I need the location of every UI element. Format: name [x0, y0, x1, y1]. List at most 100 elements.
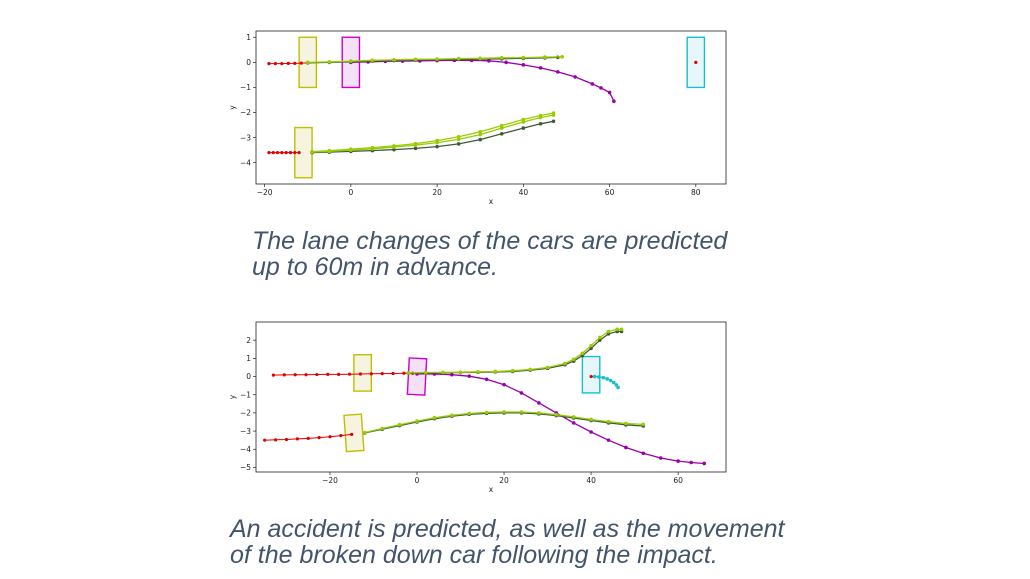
x-tick-label: 80 — [691, 188, 701, 197]
prediction-point — [499, 126, 504, 130]
prediction-point — [397, 422, 402, 427]
prediction-point — [467, 374, 472, 378]
history-point — [286, 61, 290, 65]
prediction-point — [499, 132, 504, 136]
prediction-point — [476, 370, 480, 374]
prediction-point — [589, 417, 593, 422]
prediction-point — [456, 137, 461, 142]
prediction-point — [450, 372, 454, 377]
plot-frame — [255, 321, 727, 473]
prediction-point — [362, 430, 367, 435]
prediction-point — [619, 327, 624, 332]
vehicle-box — [581, 355, 601, 394]
prediction-point — [435, 144, 439, 149]
prediction-point — [450, 413, 454, 418]
history-point — [317, 436, 321, 440]
y-tick-label: −5 — [240, 463, 251, 472]
prediction-point — [590, 82, 595, 86]
prediction-point — [658, 456, 663, 460]
history-point — [284, 151, 288, 155]
prediction-point — [413, 141, 418, 146]
prediction-point — [560, 55, 564, 59]
prediction-point — [484, 410, 489, 415]
caption-line: up to 60m in advance. — [252, 253, 498, 281]
prediction-point — [415, 419, 419, 423]
prediction-point — [305, 60, 310, 65]
history-point — [284, 437, 289, 442]
x-tick-label: 60 — [605, 188, 615, 197]
x-tick-label: −20 — [322, 476, 338, 485]
history-point — [297, 151, 301, 155]
history-point — [328, 435, 332, 439]
prediction-point — [537, 401, 541, 405]
history-point — [391, 371, 395, 376]
x-tick-label: 60 — [673, 476, 683, 485]
vehicle-box — [406, 357, 428, 396]
prediction-point — [392, 147, 396, 152]
caption-line: The lane changes of the cars are predict… — [252, 227, 728, 255]
prediction-point — [502, 382, 506, 387]
prediction-point — [573, 75, 577, 79]
prediction-point — [478, 56, 483, 61]
prediction-point — [413, 146, 418, 151]
prediction-point — [392, 58, 396, 62]
history-point — [263, 438, 267, 442]
history-point — [267, 151, 271, 155]
prediction-point — [521, 117, 526, 122]
prediction-line — [416, 373, 705, 465]
history-point — [280, 151, 284, 155]
prediction-point — [521, 126, 526, 130]
x-axis-label: x — [489, 485, 494, 494]
history-line — [273, 372, 413, 376]
x-tick-label: −20 — [257, 188, 273, 197]
history-point — [273, 438, 278, 442]
prediction-point — [545, 365, 550, 370]
prediction-point — [519, 410, 524, 414]
caption-line: of the broken down car following the imp… — [230, 541, 718, 569]
prediction-point — [327, 60, 332, 64]
top-plot-caption: The lane changes of the cars are predict… — [252, 228, 727, 280]
prediction-point — [456, 135, 461, 139]
prediction-point — [641, 451, 646, 456]
prediction-point — [487, 59, 491, 63]
prediction-point — [519, 391, 524, 395]
prediction-point — [528, 367, 532, 372]
prediction-point — [551, 119, 556, 124]
prediction-point — [441, 370, 445, 375]
history-point — [589, 374, 593, 379]
prediction-point — [502, 410, 506, 414]
prediction-point — [543, 55, 547, 59]
prediction-point — [624, 445, 628, 450]
y-tick-label: −1 — [240, 83, 251, 92]
prediction-point — [702, 461, 707, 466]
history-point — [280, 62, 284, 66]
prediction-point — [615, 327, 620, 332]
history-point — [295, 437, 299, 441]
history-point — [273, 62, 278, 66]
x-tick-label: 20 — [432, 188, 442, 197]
prediction-point — [521, 55, 526, 60]
prediction-point — [606, 329, 611, 334]
y-axis-label: y — [228, 105, 237, 110]
bottom-plot-caption: An accident is predicted, as well as the… — [230, 516, 784, 568]
prediction-point — [616, 385, 620, 390]
prediction-point — [499, 56, 504, 60]
history-point — [267, 62, 271, 66]
y-tick-label: −2 — [240, 409, 251, 418]
prediction-point — [435, 138, 439, 143]
prediction-point — [478, 130, 483, 134]
history-point — [271, 373, 276, 377]
prediction-point — [392, 144, 396, 148]
prediction-point — [370, 145, 375, 150]
history-point — [358, 372, 363, 376]
prediction-point — [432, 416, 437, 420]
prediction-point — [641, 422, 646, 427]
x-tick-label: 40 — [586, 476, 596, 485]
prediction-point — [456, 56, 461, 61]
y-tick-label: 0 — [246, 58, 251, 67]
prediction-point — [599, 86, 603, 90]
prediction-point — [478, 132, 483, 137]
prediction-point — [310, 149, 314, 154]
prediction-point — [612, 99, 616, 104]
